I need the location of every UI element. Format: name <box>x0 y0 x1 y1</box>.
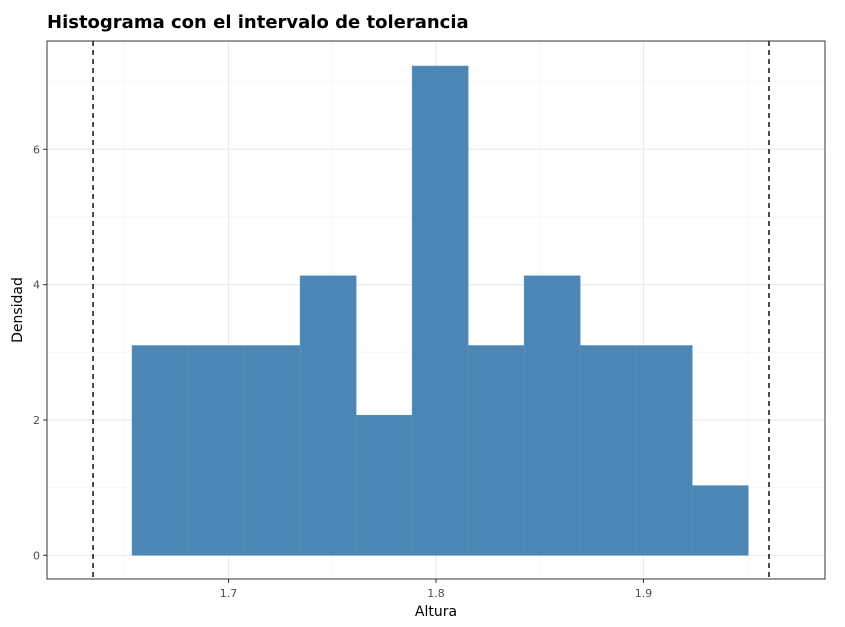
y-tick-label: 2 <box>33 414 40 427</box>
histogram-bar <box>411 65 469 556</box>
x-tick-label: 1.8 <box>427 587 445 600</box>
y-axis-label: Densidad <box>10 277 26 343</box>
histogram-bar <box>579 345 637 556</box>
y-tick-label: 6 <box>33 143 40 156</box>
histogram-bar <box>691 485 749 556</box>
chart-title: Histograma con el intervalo de toleranci… <box>47 12 469 33</box>
histogram-bars <box>131 65 749 556</box>
x-axis-label: Altura <box>415 604 457 620</box>
histogram-bar <box>299 275 357 556</box>
y-tick-label: 4 <box>33 279 40 292</box>
y-axis-ticks: 0 2 4 6 <box>33 143 47 562</box>
histogram-bar <box>131 345 189 556</box>
histogram-bar <box>243 345 301 556</box>
histogram-bar <box>355 414 413 556</box>
x-tick-label: 1.7 <box>220 587 238 600</box>
x-axis-ticks: 1.7 1.8 1.9 <box>220 579 652 600</box>
x-tick-label: 1.9 <box>635 587 653 600</box>
histogram-bar <box>635 345 693 556</box>
y-tick-label: 0 <box>33 549 40 562</box>
histogram-bar <box>467 345 525 556</box>
histogram-bar <box>187 345 245 556</box>
histogram-bar <box>523 275 581 556</box>
